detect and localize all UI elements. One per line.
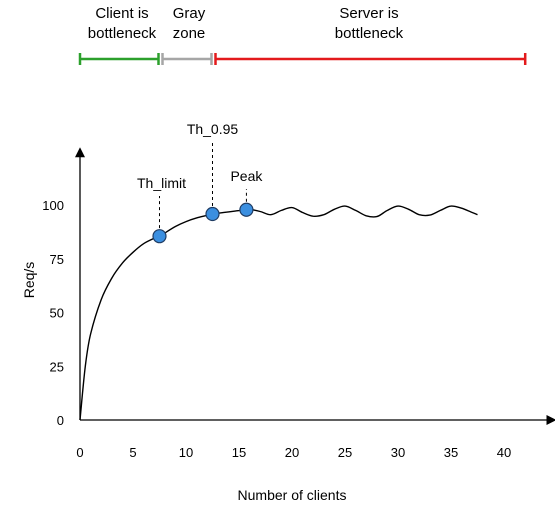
y-tick-label: 0 [57, 413, 64, 428]
zone-1-label-line1: Client is [95, 5, 148, 22]
tick-labels: 0 5 10 15 20 25 30 35 40 0 25 50 75 100 [42, 198, 511, 460]
x-tick-label: 0 [76, 445, 83, 460]
point-peak [239, 202, 254, 217]
zone-3-label-line1: Server is [339, 5, 398, 22]
y-tick-label: 50 [50, 306, 64, 321]
zone-2-label-line1: Gray [173, 5, 206, 22]
zone-3-label-line2: bottleneck [335, 25, 404, 42]
x-tick-label: 20 [285, 445, 299, 460]
y-tick-label: 100 [42, 198, 64, 213]
zone-2-label-line2: zone [173, 25, 206, 42]
y-axis-title: Req/s [21, 262, 37, 299]
point-th-limit [152, 229, 167, 244]
x-tick-label: 30 [391, 445, 405, 460]
x-tick-label: 10 [179, 445, 193, 460]
throughput-curve [79, 205, 478, 421]
bottleneck-zones: Client is bottleneck Gray zone Server is bott… [78, 5, 527, 65]
x-tick-label: 35 [444, 445, 458, 460]
x-tick-label: 25 [338, 445, 352, 460]
point-annotations: Th_limit Th_0.95 Peak [137, 121, 263, 244]
axes [75, 147, 555, 425]
point-label-th-0-95: Th_0.95 [187, 121, 239, 137]
x-tick-label: 5 [129, 445, 136, 460]
x-tick-label: 40 [497, 445, 511, 460]
y-tick-label: 75 [50, 252, 64, 267]
x-axis-title: Number of clients [238, 487, 347, 503]
point-label-th-limit: Th_limit [137, 175, 186, 191]
x-tick-label: 15 [232, 445, 246, 460]
y-tick-label: 25 [50, 359, 64, 374]
point-label-peak: Peak [230, 168, 263, 184]
point-th-0-95 [205, 206, 220, 222]
zone-1-label-line2: bottleneck [88, 25, 157, 42]
